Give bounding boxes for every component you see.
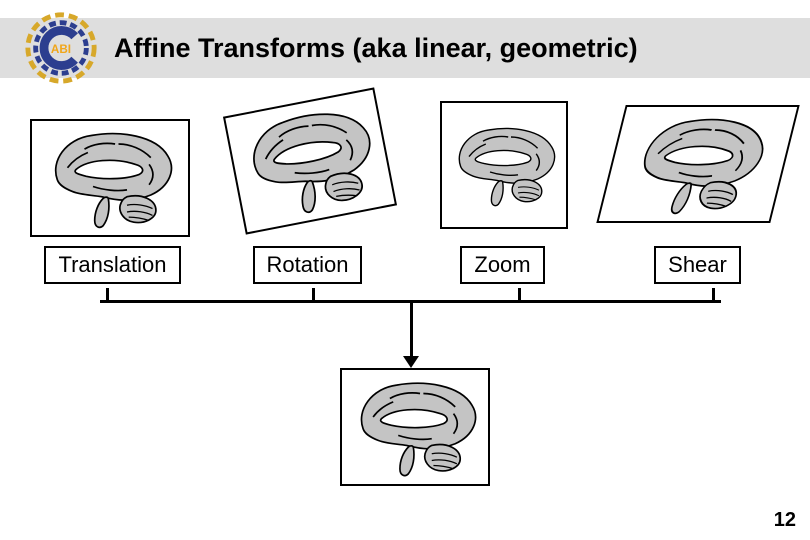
svg-text:ABI: ABI: [51, 43, 71, 56]
brain-icon: [342, 370, 488, 484]
rotation-frame: [222, 87, 396, 234]
transforms-row: Translation Rotation: [20, 95, 790, 284]
brain-icon: [442, 103, 566, 227]
label-translation: Translation: [44, 246, 180, 284]
transform-rotation: Rotation: [215, 95, 400, 284]
brain-icon: [32, 121, 188, 235]
label-zoom: Zoom: [460, 246, 544, 284]
zoom-frame: [440, 101, 568, 229]
label-rotation: Rotation: [253, 246, 363, 284]
transform-zoom: Zoom: [410, 95, 595, 284]
transform-shear: Shear: [605, 95, 790, 284]
label-shear: Shear: [654, 246, 741, 284]
abi-logo: ABI: [22, 18, 100, 78]
result-frame: [340, 368, 490, 486]
slide-title: Affine Transforms (aka linear, geometric…: [114, 33, 638, 64]
transform-translation: Translation: [20, 95, 205, 284]
translation-frame: [30, 119, 190, 237]
header-bar: ABI Affine Transforms (aka linear, geome…: [0, 18, 810, 78]
page-number: 12: [774, 509, 796, 532]
brain-icon: [598, 107, 796, 221]
brain-icon: [225, 90, 394, 232]
shear-frame: [596, 105, 799, 223]
